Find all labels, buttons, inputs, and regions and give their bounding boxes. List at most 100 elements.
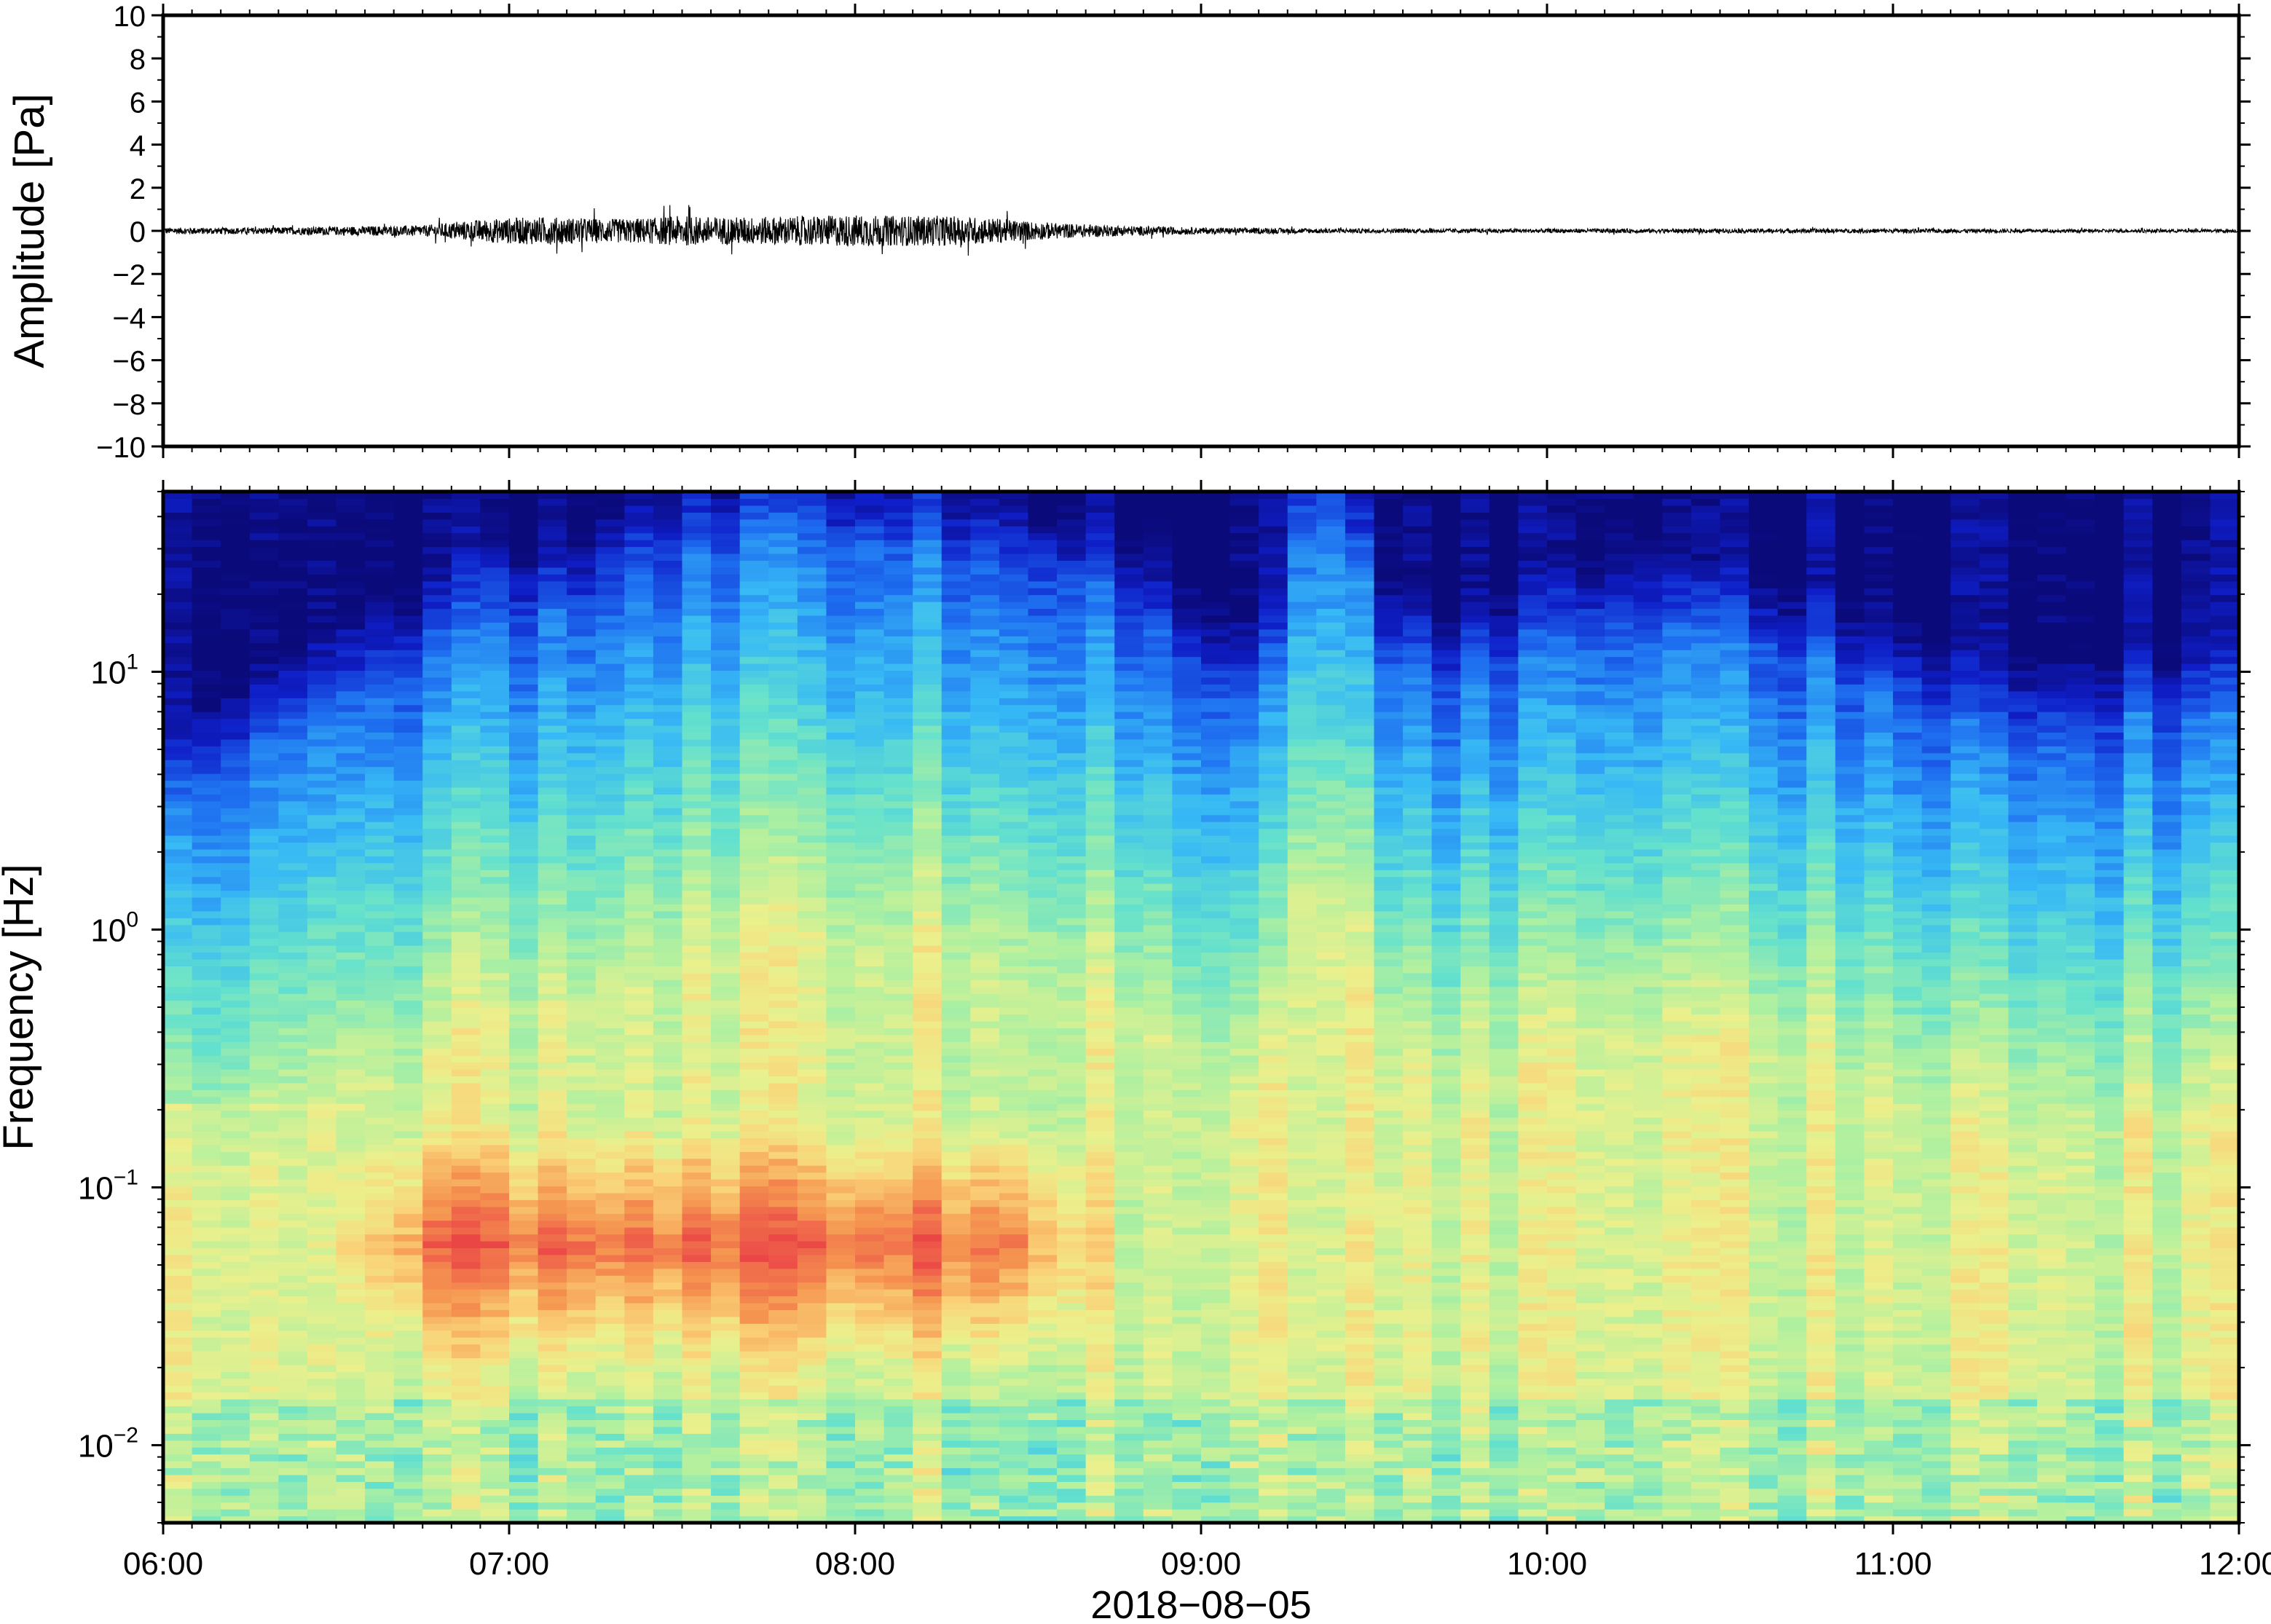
spectrogram-cell [624, 1502, 654, 1510]
spectrogram-cell [480, 1351, 510, 1359]
spectrogram-cell [768, 1158, 798, 1166]
spectrogram-cell [1057, 1337, 1087, 1345]
spectrogram-cell [768, 780, 798, 788]
spectrogram-cell [336, 1186, 366, 1194]
spectrogram-cell [365, 670, 395, 678]
spectrogram-cell [999, 1495, 1029, 1503]
spectrogram-cell [883, 492, 913, 500]
spectrogram-cell [1057, 910, 1087, 918]
spectrogram-cell [624, 732, 654, 740]
spectrogram-cell [739, 1000, 769, 1008]
spectrogram-cell [307, 1323, 337, 1331]
spectrogram-cell [192, 766, 221, 774]
spectrogram-cell [538, 1330, 567, 1338]
spectrogram-cell [509, 1406, 539, 1414]
spectrogram-cell [768, 1062, 798, 1070]
spectrogram-cell [278, 972, 308, 980]
spectrogram-cell [538, 1076, 567, 1084]
spectrogram-cell [509, 1467, 539, 1475]
spectrogram-cell [941, 1474, 971, 1482]
spectrogram-cell [393, 519, 423, 527]
spectrogram-cell [365, 650, 395, 658]
spectrogram-cell [1057, 1192, 1087, 1200]
spectrogram-cell [249, 1041, 279, 1049]
spectrogram-cell [567, 1055, 597, 1063]
spectrogram-cell [393, 1378, 423, 1386]
spectrogram-cell [797, 1028, 827, 1036]
spectrogram-cell [163, 780, 193, 788]
spectrogram-cell [451, 1344, 481, 1352]
spectrogram-cell [653, 1337, 683, 1345]
spectrogram-cell [451, 1192, 481, 1200]
spectrogram-cell [653, 738, 683, 746]
spectrogram-cell [336, 1488, 366, 1496]
spectrogram-cell [739, 842, 769, 850]
spectrogram-cell [278, 752, 308, 760]
spectrogram-cell [999, 1392, 1029, 1400]
spectrogram-cell [826, 1234, 856, 1242]
spectrogram-cell [221, 1055, 251, 1063]
spectrogram-cell [163, 690, 193, 698]
spectrogram-cell [307, 1020, 337, 1028]
spectrogram-cell [999, 1330, 1029, 1338]
spectrogram-cell [192, 1144, 221, 1152]
spectrogram-cell [855, 780, 885, 788]
spectrogram-cell [883, 712, 913, 720]
spectrogram-cell [509, 800, 539, 808]
spectrogram-cell [163, 567, 193, 575]
spectrogram-cell [278, 979, 308, 988]
spectrogram-cell [163, 1055, 193, 1063]
spectrogram-cell [768, 608, 798, 616]
spectrogram-cell [653, 1234, 683, 1242]
spectrogram-cell [336, 1302, 366, 1310]
spectrogram-cell [739, 993, 769, 1001]
spectrogram-cell [538, 1068, 567, 1076]
spectrogram-cell [422, 1447, 452, 1455]
spectrogram-cell [192, 1261, 221, 1269]
spectrogram-cell [970, 1357, 1000, 1365]
spectrogram-cell [624, 896, 654, 904]
spectrogram-cell [624, 498, 654, 506]
spectrogram-cell [538, 876, 567, 884]
spectrogram-cell [768, 1048, 798, 1056]
spectrogram-cell [567, 931, 597, 939]
spectrogram-cell [826, 1467, 856, 1475]
spectrogram-cell [192, 1041, 221, 1049]
spectrogram-cell [768, 1364, 798, 1372]
spectrogram-cell [422, 1117, 452, 1125]
spectrogram-cell [393, 1433, 423, 1441]
spectrogram-cell [739, 876, 769, 884]
spectrogram-cell [595, 746, 625, 754]
spectrogram-cell [999, 580, 1029, 588]
spectrogram-cell [567, 1275, 597, 1283]
spectrogram-cell [855, 738, 885, 746]
spectrogram-cell [422, 519, 452, 527]
spectrogram-cell [970, 800, 1000, 808]
spectrogram-cell [855, 828, 885, 836]
spectrogram-cell [913, 1330, 942, 1338]
spectrogram-cell [624, 760, 654, 768]
spectrogram-cell [480, 526, 510, 534]
spectrogram-cell [913, 1474, 942, 1482]
spectrogram-cell [538, 1034, 567, 1042]
spectrogram-cell [509, 883, 539, 891]
spectrogram-cell [826, 1447, 856, 1455]
spectrogram-cell [567, 1254, 597, 1262]
spectrogram-cell [797, 704, 827, 712]
spectrogram-cell [249, 1240, 279, 1248]
spectrogram-cell [826, 1117, 856, 1125]
spectrogram-cell [307, 1406, 337, 1414]
spectrogram-cell [249, 924, 279, 932]
spectrogram-cell [365, 1062, 395, 1070]
spectrogram-cell [538, 1351, 567, 1359]
spectrogram-cell [1057, 1007, 1087, 1015]
spectrogram-cell [595, 677, 625, 685]
spectrogram-cell [739, 642, 769, 650]
spectrogram-cell [278, 519, 308, 527]
spectrogram-cell [1028, 1213, 1058, 1221]
spectrogram-cell [422, 1213, 452, 1221]
spectrogram-cell [826, 876, 856, 884]
spectrogram-cell [509, 704, 539, 712]
spectrogram-cell [855, 1282, 885, 1290]
spectrogram-cell [422, 1199, 452, 1207]
